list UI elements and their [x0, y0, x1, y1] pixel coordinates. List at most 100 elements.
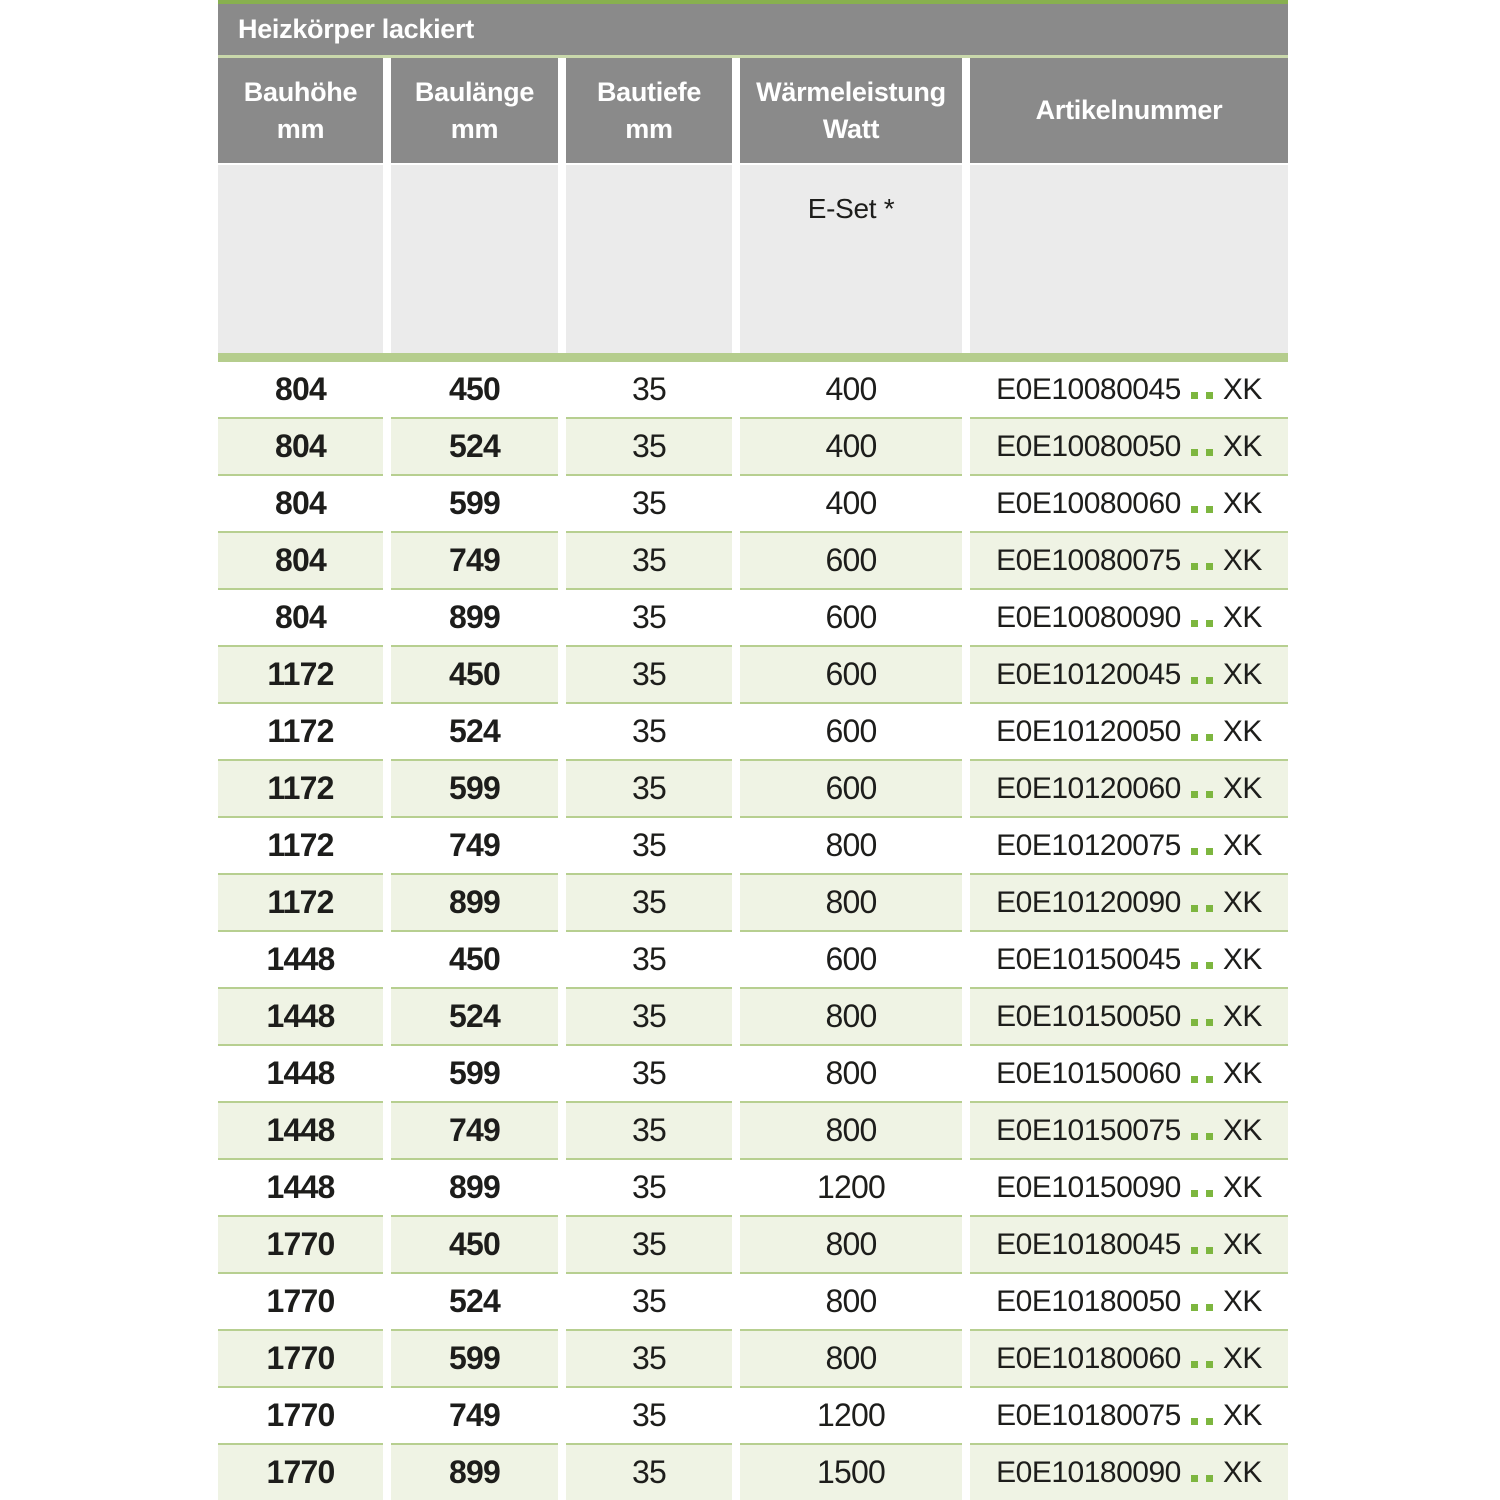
- color-code-dot-icon: [1190, 1076, 1198, 1083]
- color-code-dot-icon: [1205, 449, 1213, 456]
- cell-baulaenge: 524: [391, 417, 558, 474]
- subheader-cell-empty: [391, 165, 558, 353]
- table-title: Heizkörper lackiert: [218, 4, 1288, 55]
- artikel-suffix: XK: [1222, 430, 1263, 463]
- color-code-dot-icon: [1205, 677, 1213, 684]
- cell-bautiefe: 35: [566, 645, 732, 702]
- artikel-suffix: XK: [1222, 487, 1263, 520]
- color-code-dot-icon: [1190, 1133, 1198, 1140]
- cell-bauhoehe: 1448: [218, 1044, 383, 1101]
- cell-bauhoehe: 1172: [218, 645, 383, 702]
- artikel-suffix: XK: [1222, 1285, 1263, 1318]
- cell-waermeleistung: 800: [740, 1329, 962, 1386]
- cell-bauhoehe: 1172: [218, 759, 383, 816]
- cell-bauhoehe: 804: [218, 474, 383, 531]
- cell-bauhoehe: 1448: [218, 1158, 383, 1215]
- color-code-dot-icon: [1205, 1190, 1213, 1197]
- color-code-dot-icon: [1205, 1418, 1213, 1425]
- cell-bautiefe: 35: [566, 1386, 732, 1443]
- color-code-dot-icon: [1190, 962, 1198, 969]
- cell-waermeleistung: 1200: [740, 1158, 962, 1215]
- artikel-suffix: XK: [1222, 1114, 1263, 1147]
- artikel-suffix: XK: [1222, 1456, 1263, 1489]
- cell-baulaenge: 599: [391, 474, 558, 531]
- cell-bauhoehe: 804: [218, 362, 383, 417]
- artikel-prefix: E0E10080075: [996, 544, 1181, 577]
- artikel-suffix: XK: [1222, 772, 1263, 805]
- column-header-label: Baulänge: [414, 76, 535, 107]
- artikel-prefix: E0E10180060: [996, 1342, 1181, 1375]
- color-code-dot-icon: [1205, 1133, 1213, 1140]
- cell-bauhoehe: 1172: [218, 816, 383, 873]
- cell-bauhoehe: 1770: [218, 1329, 383, 1386]
- cell-artikelnummer: E0E10120050 XK: [970, 702, 1288, 759]
- cell-baulaenge: 749: [391, 816, 558, 873]
- cell-bauhoehe: 1172: [218, 873, 383, 930]
- artikel-prefix: E0E10120050: [996, 715, 1181, 748]
- column-header-label: Bautiefe: [596, 76, 702, 107]
- artikel-prefix: E0E10120045: [996, 658, 1181, 691]
- color-code-dot-icon: [1205, 506, 1213, 513]
- color-code-dot-icon: [1190, 905, 1198, 912]
- cell-waermeleistung: 800: [740, 1044, 962, 1101]
- artikel-prefix: E0E10180050: [996, 1285, 1181, 1318]
- artikel-prefix: E0E10120090: [996, 886, 1181, 919]
- column-header-unit: mm: [625, 113, 673, 144]
- column-header-bautiefe: Bautiefe mm: [566, 58, 732, 163]
- cell-artikelnummer: E0E10150060 XK: [970, 1044, 1288, 1101]
- cell-bautiefe: 35: [566, 930, 732, 987]
- artikel-prefix: E0E10150050: [996, 1000, 1181, 1033]
- header-separator-bar: [218, 353, 1288, 362]
- color-code-dot-icon: [1190, 1475, 1198, 1482]
- cell-artikelnummer: E0E10180090 XK: [970, 1443, 1288, 1500]
- color-code-dot-icon: [1190, 620, 1198, 627]
- cell-waermeleistung: 600: [740, 930, 962, 987]
- color-code-dot-icon: [1190, 1019, 1198, 1026]
- product-table: Heizkörper lackiert Bauhöhe mm Baulänge …: [218, 0, 1288, 1500]
- table-row: 1172 749 35 800 E0E10120075 XK: [218, 816, 1288, 873]
- cell-baulaenge: 450: [391, 930, 558, 987]
- artikel-suffix: XK: [1222, 943, 1263, 976]
- color-code-dot-icon: [1205, 791, 1213, 798]
- cell-bauhoehe: 804: [218, 417, 383, 474]
- artikel-suffix: XK: [1222, 1000, 1263, 1033]
- color-code-dot-icon: [1205, 1076, 1213, 1083]
- table-row: 1448 599 35 800 E0E10150060 XK: [218, 1044, 1288, 1101]
- cell-waermeleistung: 400: [740, 362, 962, 417]
- color-code-dot-icon: [1190, 1247, 1198, 1254]
- artikel-suffix: XK: [1222, 601, 1263, 634]
- column-header-unit: Watt: [822, 113, 880, 144]
- cell-baulaenge: 450: [391, 1215, 558, 1272]
- table-row: 804 450 35 400 E0E10080045 XK: [218, 362, 1288, 417]
- cell-bauhoehe: 1448: [218, 1101, 383, 1158]
- color-code-dot-icon: [1190, 1304, 1198, 1311]
- cell-waermeleistung: 400: [740, 417, 962, 474]
- cell-bautiefe: 35: [566, 759, 732, 816]
- artikel-prefix: E0E10080045: [996, 373, 1181, 406]
- cell-bautiefe: 35: [566, 702, 732, 759]
- artikel-prefix: E0E10080060: [996, 487, 1181, 520]
- column-header-bauhoehe: Bauhöhe mm: [218, 58, 383, 163]
- cell-artikelnummer: E0E10120075 XK: [970, 816, 1288, 873]
- color-code-dot-icon: [1205, 1475, 1213, 1482]
- cell-bautiefe: 35: [566, 1215, 732, 1272]
- color-code-dot-icon: [1190, 392, 1198, 399]
- cell-bauhoehe: 1770: [218, 1386, 383, 1443]
- artikel-suffix: XK: [1222, 373, 1263, 406]
- cell-bautiefe: 35: [566, 816, 732, 873]
- cell-artikelnummer: E0E10150090 XK: [970, 1158, 1288, 1215]
- cell-bautiefe: 35: [566, 1101, 732, 1158]
- cell-baulaenge: 599: [391, 1329, 558, 1386]
- artikel-suffix: XK: [1222, 886, 1263, 919]
- artikel-prefix: E0E10120060: [996, 772, 1181, 805]
- column-header-label: Wärmeleistung: [756, 76, 946, 107]
- cell-baulaenge: 899: [391, 1158, 558, 1215]
- artikel-prefix: E0E10150075: [996, 1114, 1181, 1147]
- cell-artikelnummer: E0E10120090 XK: [970, 873, 1288, 930]
- artikel-suffix: XK: [1222, 1342, 1263, 1375]
- color-code-dot-icon: [1190, 848, 1198, 855]
- color-code-dot-icon: [1205, 1247, 1213, 1254]
- column-header-baulaenge: Baulänge mm: [391, 58, 558, 163]
- color-code-dot-icon: [1190, 506, 1198, 513]
